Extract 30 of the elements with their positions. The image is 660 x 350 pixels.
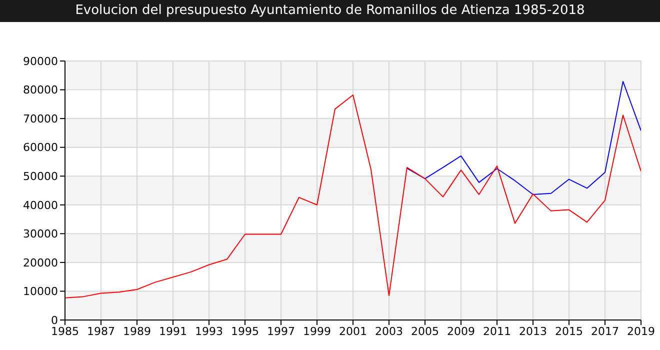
x-tick-label: 2009 [447, 324, 475, 338]
line-series [65, 94, 641, 298]
x-tick-label: 1991 [159, 324, 187, 338]
x-tick-label: 2001 [339, 324, 367, 338]
x-tick-label: 2015 [555, 324, 583, 338]
x-tick-label: 1987 [87, 324, 115, 338]
y-tick-label: 0 [51, 314, 58, 327]
y-tick-label: 80000 [23, 84, 58, 97]
y-tick-label: 70000 [23, 112, 58, 126]
x-tick-label: 2013 [519, 324, 547, 338]
x-tick-label: 2017 [591, 324, 619, 338]
y-tick-label: 90000 [23, 54, 58, 68]
x-tick-label: 1999 [303, 324, 331, 338]
x-tick-label: 1989 [123, 324, 151, 338]
y-tick-label: 60000 [23, 141, 58, 154]
y-tick-label: 40000 [23, 198, 58, 212]
chart-title: Evolucion del presupuesto Ayuntamiento de Romanillos de Atienza 1985-2018 [0, 0, 660, 22]
x-tick-label: 2019 [627, 324, 655, 338]
x-tick-label: 1993 [195, 324, 223, 338]
x-tick-label: 1995 [231, 324, 259, 338]
y-tick-label: 30000 [23, 228, 58, 241]
x-tick-label: 1985 [51, 324, 79, 338]
line-series [406, 80, 641, 196]
x-tick-label: 2005 [411, 324, 439, 338]
x-tick-label: 1997 [267, 324, 295, 338]
x-tick-label: 2011 [483, 324, 511, 338]
y-tick-label: 10000 [23, 285, 58, 298]
y-tick-label: 20000 [23, 256, 58, 270]
x-tick-label: 2003 [375, 324, 403, 338]
y-tick-label: 50000 [23, 170, 58, 184]
